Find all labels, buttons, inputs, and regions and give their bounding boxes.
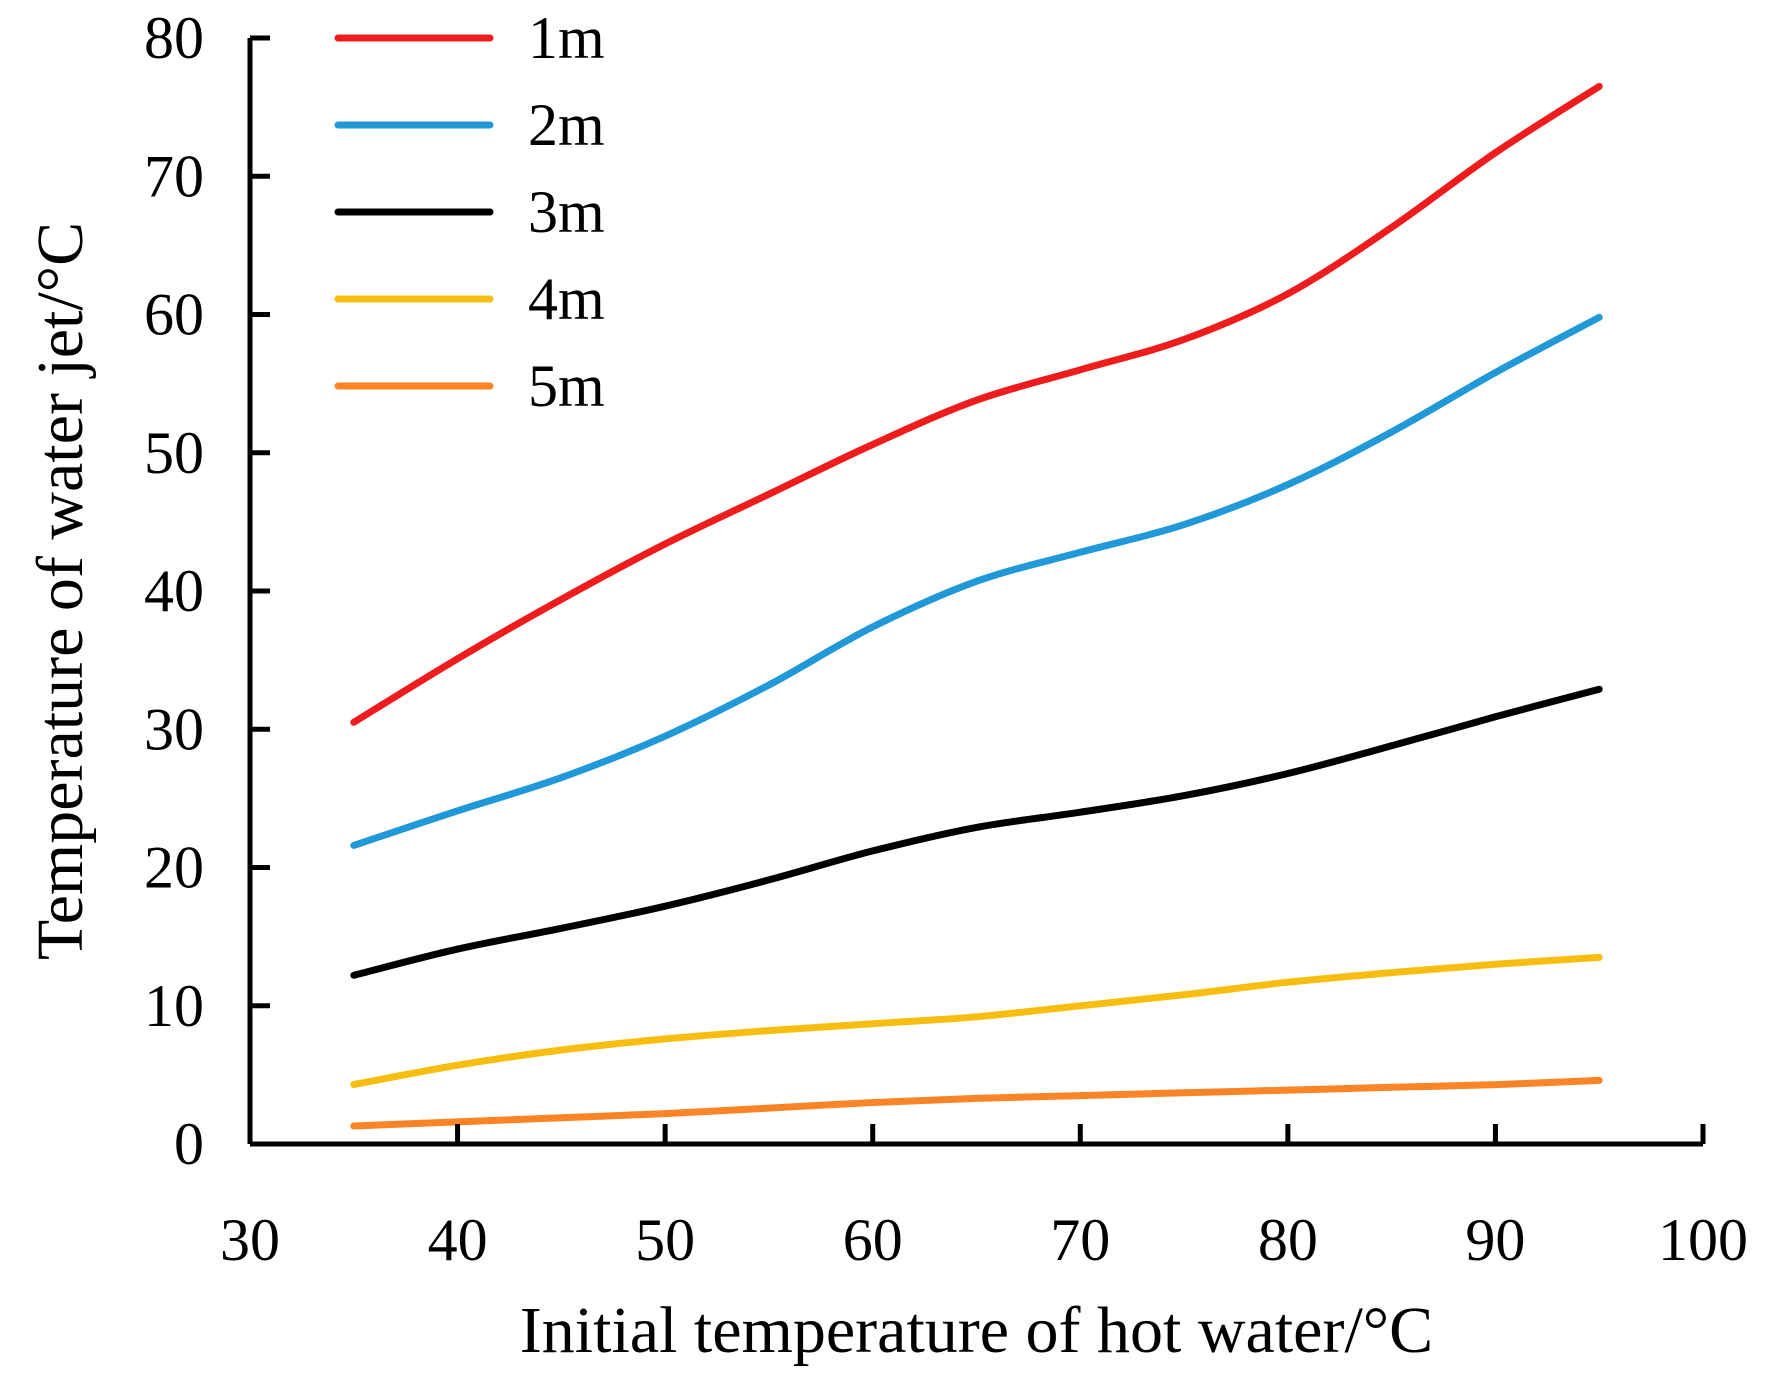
y-tick-label: 60 xyxy=(144,282,204,348)
x-tick-label: 80 xyxy=(1258,1207,1318,1273)
y-tick-label: 10 xyxy=(144,973,204,1039)
legend-label-5m: 5m xyxy=(528,353,605,419)
x-tick-label: 50 xyxy=(635,1207,695,1273)
series-line-4m xyxy=(350,953,1603,1089)
legend-label-3m: 3m xyxy=(528,179,605,245)
y-tick-label: 80 xyxy=(144,5,204,71)
x-ticks: 30 40 50 60 70 80 90 100 xyxy=(220,1124,1748,1273)
x-axis-title: Initial temperature of hot water/°C xyxy=(520,1294,1433,1367)
y-tick-label: 40 xyxy=(144,558,204,624)
y-tick-label: 70 xyxy=(144,143,204,209)
series-layer xyxy=(350,82,1603,1130)
legend-label-4m: 4m xyxy=(528,266,605,332)
y-tick-label: 0 xyxy=(174,1111,204,1177)
x-tick-label: 90 xyxy=(1465,1207,1525,1273)
series-line-2m xyxy=(350,313,1603,849)
series-line-1m xyxy=(350,82,1603,726)
x-tick-label: 40 xyxy=(428,1207,488,1273)
y-axis-title: Temperature of water jet/°C xyxy=(24,222,97,960)
y-tick-label: 30 xyxy=(144,696,204,762)
x-tick-label: 70 xyxy=(1050,1207,1110,1273)
legend: 1m 2m 3m 4m 5m xyxy=(334,5,605,419)
y-tick-label: 50 xyxy=(144,420,204,486)
series-line-3m xyxy=(350,685,1603,979)
legend-label-1m: 1m xyxy=(528,5,605,71)
y-tick-label: 20 xyxy=(144,835,204,901)
y-ticks: 0 10 20 30 40 50 60 70 80 xyxy=(144,5,270,1177)
x-tick-label: 100 xyxy=(1658,1207,1748,1273)
series-line-5m xyxy=(350,1076,1603,1130)
legend-label-2m: 2m xyxy=(528,92,605,158)
axes-layer xyxy=(247,38,1703,1147)
x-tick-label: 30 xyxy=(220,1207,280,1273)
x-tick-label: 60 xyxy=(843,1207,903,1273)
